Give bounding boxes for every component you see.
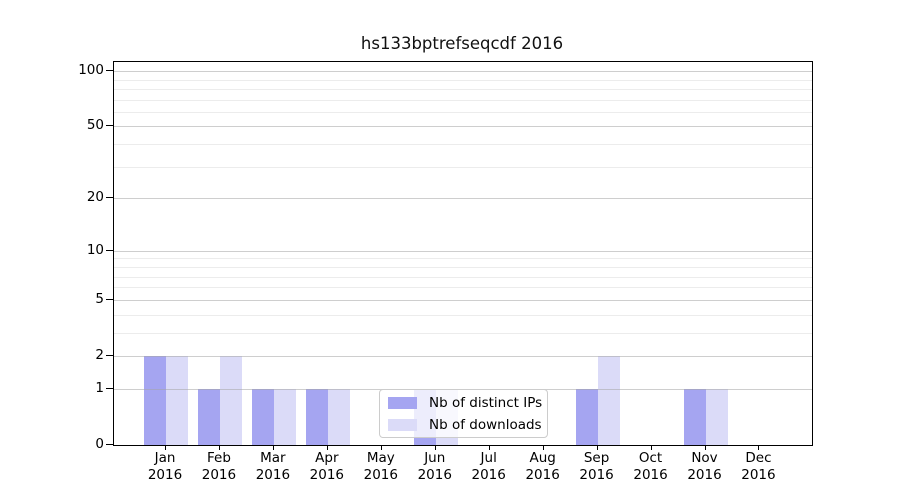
minor-gridline [114,314,812,316]
x-tick [434,445,436,450]
y-tick-label: 1 [95,379,104,396]
x-tick-label: May 2016 [363,450,398,483]
bar-distinct-ips-nov [683,388,706,445]
legend-label-downloads: Nb of downloads [429,416,542,433]
y-tick-label: 50 [86,117,104,134]
bar-downloads-nov [705,388,728,445]
y-tick [106,354,113,356]
legend-item-distinct-ips: Nb of distinct IPs [380,393,547,412]
y-tick [106,298,113,300]
x-tick-label: Jan 2016 [147,450,183,483]
bar-distinct-ips-mar [251,388,274,445]
x-tick [272,445,274,450]
bar-downloads-mar [273,388,296,445]
x-tick-label: Mar 2016 [255,450,291,483]
bar-downloads-apr [327,388,350,445]
x-tick [758,445,760,450]
x-tick [165,445,166,450]
y-tick-label: 100 [78,62,104,79]
x-tick [488,445,490,450]
legend-label-distinct-ips: Nb of distinct IPs [429,394,543,411]
major-gridline [114,355,812,357]
minor-gridline [114,144,812,146]
bar-distinct-ips-sep [575,388,598,445]
x-tick-label: Jul 2016 [471,450,506,483]
minor-gridline [114,266,812,268]
x-tick [542,445,544,450]
y-tick [106,70,113,72]
major-gridline [114,299,812,301]
minor-gridline [114,79,812,81]
minor-gridline [114,99,812,101]
y-tick [106,125,113,127]
legend-swatch-downloads [388,418,417,431]
y-tick-label: 0 [95,436,104,452]
major-gridline [114,250,812,252]
x-tick [596,445,598,450]
x-tick-label: Dec 2016 [741,450,776,483]
x-tick-label: Oct 2016 [633,450,668,483]
y-tick [106,444,113,445]
legend: Nb of distinct IPs Nb of downloads [379,389,548,438]
y-tick-label: 10 [86,241,104,258]
bar-downloads-sep [597,355,620,445]
x-tick [326,445,328,450]
x-tick [650,445,652,450]
y-tick [106,197,113,199]
minor-gridline [114,111,812,113]
y-tick [106,249,113,251]
y-tick-label: 5 [95,290,104,307]
x-tick-label: Nov 2016 [687,450,722,483]
minor-gridline [114,332,812,334]
bar-distinct-ips-jan [144,355,166,445]
x-tick-label: Jun 2016 [417,450,452,483]
legend-item-downloads: Nb of downloads [380,415,547,434]
bar-downloads-feb [219,355,242,445]
bar-distinct-ips-feb [197,388,220,445]
minor-gridline [114,287,812,289]
minor-gridline [114,258,812,260]
x-tick [380,445,382,450]
y-tick [106,387,113,389]
x-tick-label: Feb 2016 [201,450,237,483]
y-tick-label: 2 [95,346,104,363]
major-gridline [114,126,812,128]
minor-gridline [114,166,812,168]
x-tick-label: Aug 2016 [525,450,560,483]
minor-gridline [114,276,812,278]
major-gridline [114,198,812,200]
y-tick-label: 20 [86,189,104,206]
bar-downloads-jan [166,355,188,445]
x-tick-label: Sep 2016 [579,450,614,483]
bar-distinct-ips-apr [305,388,328,445]
x-tick [704,445,706,450]
major-gridline [114,71,812,73]
chart-title: hs133bptrefseqcdf 2016 [360,34,564,53]
x-tick [218,445,220,450]
legend-swatch-distinct-ips [388,396,417,409]
minor-gridline [114,88,812,90]
x-tick-label: Apr 2016 [309,450,345,483]
